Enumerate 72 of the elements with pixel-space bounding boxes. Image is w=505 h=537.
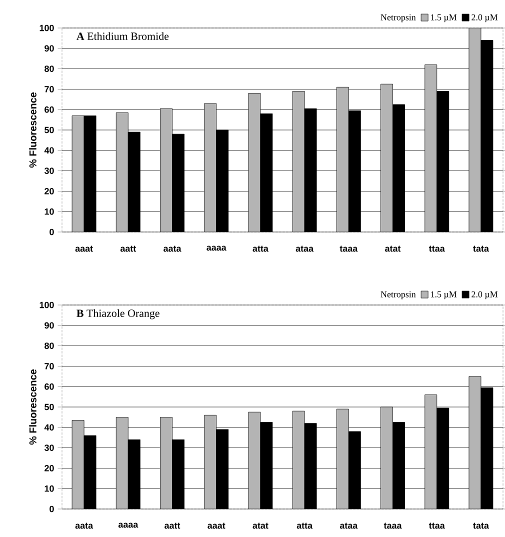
y-tick-label: 70 [44,86,54,92]
y-tick-label: 60 [44,383,54,390]
bar [424,64,438,232]
x-tick-label: ttaa [428,246,445,252]
x-tick-label: atat [252,522,268,529]
y-tick-label: 30 [44,444,54,451]
x-tick-label: tata [473,246,489,252]
x-tick-label: atta [296,522,313,529]
x-tick-label: aata [75,522,94,529]
x-tick-label: aaaa [206,246,226,251]
y-tick-label: 80 [44,342,54,349]
bar [72,116,84,232]
chart-title: A Ethidium Bromide [76,32,169,40]
chart-title: B Thiazole Orange [76,309,160,320]
y-axis-title: % Fluorescence [29,92,36,168]
y-tick-label: 20 [44,188,54,194]
bar [468,28,482,232]
y-tick-label: 40 [44,424,54,431]
legend-title: Netropsin [380,291,416,300]
y-tick-label: 60 [44,106,54,113]
x-tick-label: ttaa [428,522,445,529]
bar [72,420,84,509]
bar [336,86,349,232]
y-tick-label: 30 [44,168,54,174]
x-tick-label: atta [252,246,268,252]
bar [424,394,438,509]
x-tick-label: aata [164,246,182,252]
legend-label: 2.0 µM [472,291,498,300]
bar [160,417,172,509]
bar [292,91,305,232]
x-tick-label: aaat [75,246,93,252]
x-tick-label: tata [473,522,489,529]
bar [160,108,172,232]
y-tick-label: 20 [44,465,54,472]
y-tick-label: 100 [40,302,54,308]
bar [248,412,261,509]
y-tick-label: 70 [44,363,54,370]
y-tick-label: 90 [44,322,54,329]
x-tick-label: aatt [164,522,180,529]
x-tick-label: ataa [340,522,358,529]
bar [204,103,217,232]
x-tick-label: ataa [296,246,314,252]
bar [468,376,482,509]
y-tick-label: 100 [40,24,54,32]
x-tick-label: taaa [384,522,402,529]
x-tick-label: aatt [120,246,136,252]
legend-label: 1.5 µM [431,14,457,22]
x-tick-label: aaaa [118,522,138,528]
bar [116,417,128,509]
bar [116,112,128,232]
legend-title: Netropsin [380,14,416,22]
y-tick-label: 40 [44,147,54,154]
bar [248,93,261,232]
y-tick-label: 10 [44,208,54,215]
y-tick-label: 50 [44,126,54,134]
bar [292,410,305,509]
x-tick-label: taaa [340,246,358,252]
legend-label: 2.0 µM [472,14,498,22]
legend-label: 1.5 µM [431,291,457,300]
bar [336,408,349,509]
bar [204,414,217,509]
y-tick-label: 10 [44,485,54,492]
y-tick-label: 80 [44,66,54,72]
x-tick-label: aaat [208,522,226,529]
y-tick-label: 50 [44,404,54,410]
y-tick-label: 0 [50,228,54,236]
y-tick-label: 0 [50,506,54,512]
bar [380,84,393,232]
x-tick-label: atat [385,246,401,252]
bar [380,406,393,509]
y-axis-title: % Fluorescence [29,369,36,445]
y-tick-label: 90 [44,45,54,52]
